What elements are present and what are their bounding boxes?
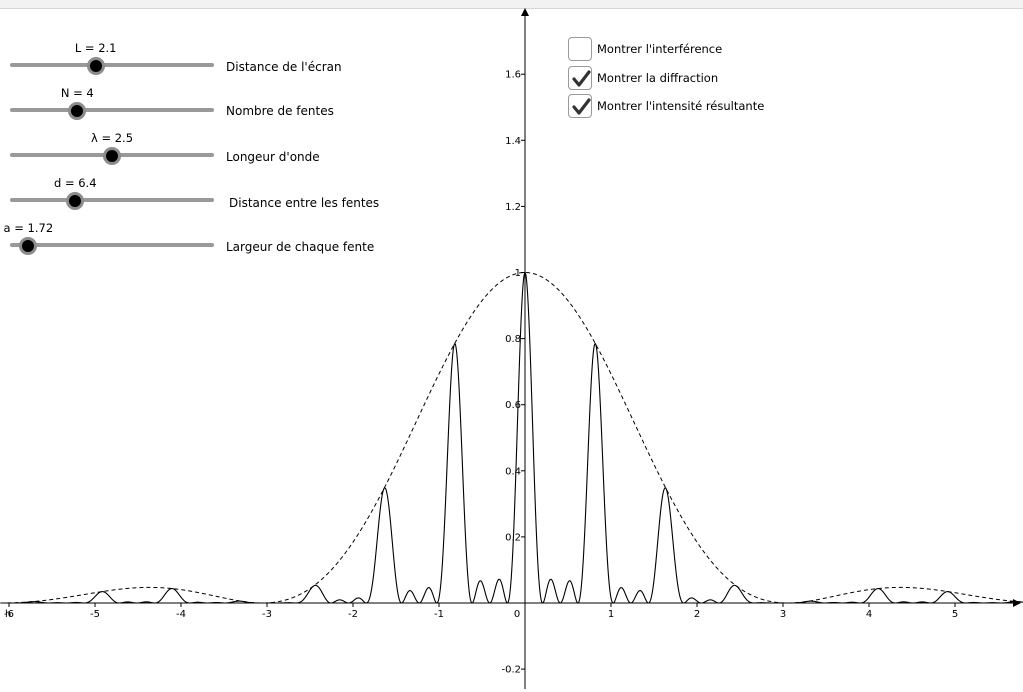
resultant-intensity-curve: [0, 271, 1023, 604]
x-tick-label: -6: [4, 609, 14, 620]
x-tick-label: 0: [514, 609, 520, 620]
slider-n[interactable]: N = 4: [8, 86, 218, 126]
slider-d-value: d = 6.4: [53, 176, 97, 190]
y-tick-label: 1.2: [505, 202, 521, 213]
slider-handle[interactable]: [103, 147, 121, 165]
slider-handle[interactable]: [68, 102, 87, 120]
slider-a-value: a = 1.72: [3, 221, 54, 235]
checkbox-interference[interactable]: Montrer l'interférence: [568, 35, 722, 63]
slider-l-value: L = 2.1: [74, 41, 117, 55]
checkbox-resultant-label: Montrer l'intensité résultante: [597, 99, 765, 113]
x-tick-label: 4: [866, 609, 872, 620]
axes: -6 -5 -4 -3 -2 -1 0 1 2 3 4 5h-0.20.20.40.60.811.21…: [2, 8, 1021, 689]
y-tick-label: 1: [515, 268, 521, 279]
slider-n-label: Nombre de fentes: [226, 104, 334, 118]
slider-d[interactable]: d = 6.4: [8, 176, 218, 216]
slider-handle[interactable]: [66, 192, 85, 210]
slider-track[interactable]: [10, 63, 214, 67]
x-tick-label: -4: [176, 609, 186, 620]
checkbox-diffraction-label: Montrer la diffraction: [597, 71, 719, 85]
checkbox-box[interactable]: [568, 66, 592, 90]
origin-label: h: [5, 609, 11, 620]
y-axis-arrow: [521, 8, 529, 16]
y-tick-label: 0.4: [505, 466, 521, 477]
slider-lambda-value: λ = 2.5: [90, 131, 134, 145]
checkbox-interference-label: Montrer l'interférence: [597, 42, 723, 56]
slider-n-value: N = 4: [60, 86, 94, 100]
y-tick-label: -0.2: [501, 665, 521, 676]
x-tick-label: 5: [952, 609, 958, 620]
top-toolbar-strip: [0, 0, 1023, 9]
x-tick-label: 1: [608, 609, 614, 620]
checkbox-box[interactable]: [568, 37, 592, 61]
slider-track[interactable]: [10, 243, 214, 247]
check-icon: [572, 70, 591, 87]
slider-l[interactable]: L = 2.1: [8, 41, 218, 81]
slider-a[interactable]: a = 1.72: [4, 221, 218, 261]
x-tick-label: -3: [262, 609, 272, 620]
slider-handle[interactable]: [86, 57, 105, 75]
slider-lambda[interactable]: λ = 2.5: [8, 131, 218, 171]
slider-a-label: Largeur de chaque fente: [226, 240, 375, 254]
slider-track[interactable]: [10, 198, 214, 202]
curves: [0, 271, 1023, 604]
x-axis-arrow: [1013, 599, 1021, 607]
slider-track[interactable]: [10, 108, 214, 112]
x-tick-label: 3: [780, 609, 786, 620]
slider-d-label: Distance entre les fentes: [229, 196, 380, 210]
x-tick-label: -2: [348, 609, 358, 620]
x-tick-label: 2: [694, 609, 700, 620]
checkbox-diffraction[interactable]: Montrer la diffraction: [568, 64, 718, 92]
slider-l-label: Distance de l'écran: [226, 60, 342, 74]
y-tick-label: 1.6: [505, 70, 521, 81]
y-tick-label: 1.4: [505, 136, 521, 147]
y-tick-label: 0.8: [505, 334, 521, 345]
diffraction-envelope-curve: [0, 272, 1023, 604]
y-tick-label: 0.6: [505, 400, 521, 411]
checkbox-resultant[interactable]: Montrer l'intensité résultante: [568, 92, 764, 120]
slider-handle[interactable]: [19, 237, 38, 255]
x-tick-label: -1: [434, 609, 444, 620]
checkbox-box[interactable]: [568, 94, 592, 118]
check-icon: [572, 98, 591, 115]
slider-lambda-label: Longeur d'onde: [226, 150, 320, 164]
x-tick-label: -5: [90, 609, 100, 620]
